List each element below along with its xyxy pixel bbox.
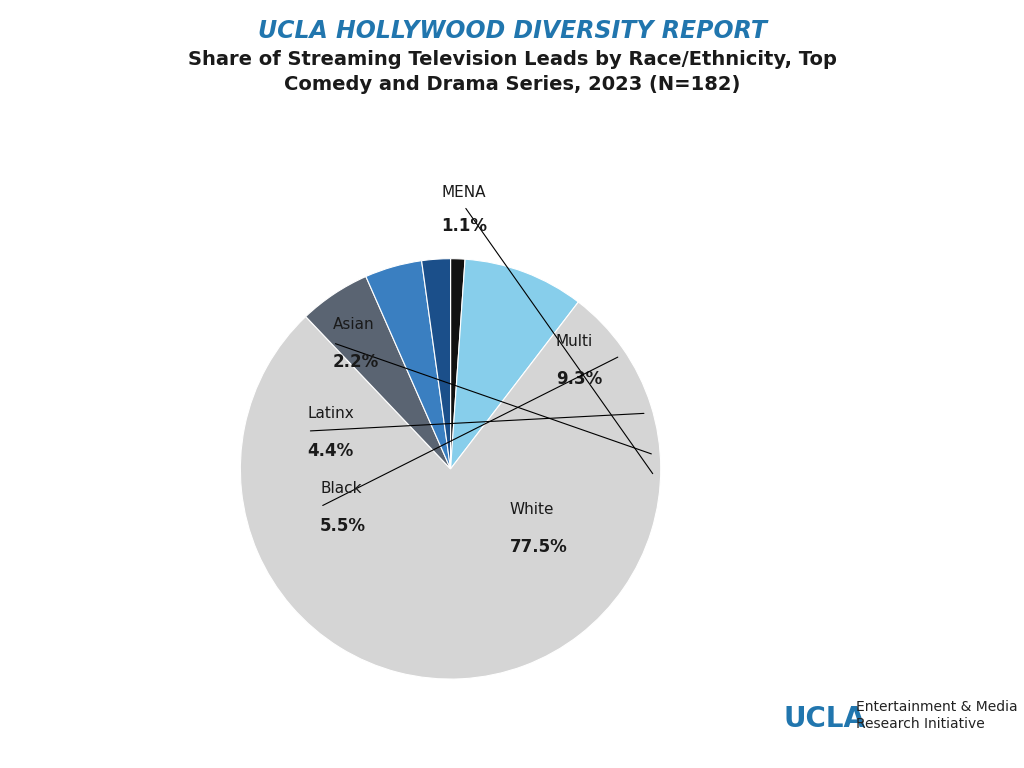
Text: 4.4%: 4.4%	[307, 442, 354, 459]
Text: White: White	[509, 502, 554, 517]
Wedge shape	[451, 259, 465, 469]
Text: Multi: Multi	[556, 334, 593, 349]
Text: Latinx: Latinx	[307, 406, 354, 421]
Text: Asian: Asian	[333, 317, 375, 333]
Wedge shape	[241, 302, 660, 679]
Text: 5.5%: 5.5%	[321, 517, 367, 535]
Wedge shape	[306, 276, 451, 469]
Text: 9.3%: 9.3%	[556, 370, 602, 388]
Text: MENA: MENA	[442, 185, 486, 200]
Wedge shape	[366, 260, 451, 469]
Wedge shape	[422, 259, 451, 469]
Text: Entertainment & Media
Research Initiative: Entertainment & Media Research Initiativ…	[856, 700, 1018, 731]
Wedge shape	[451, 259, 579, 469]
Text: UCLA HOLLYWOOD DIVERSITY REPORT: UCLA HOLLYWOOD DIVERSITY REPORT	[257, 19, 767, 43]
Text: 2.2%: 2.2%	[333, 353, 379, 371]
Text: 77.5%: 77.5%	[509, 538, 567, 556]
Text: UCLA: UCLA	[783, 706, 865, 733]
Text: Share of Streaming Television Leads by Race/Ethnicity, Top
Comedy and Drama Seri: Share of Streaming Television Leads by R…	[187, 50, 837, 94]
Text: Black: Black	[321, 482, 361, 496]
Text: 1.1%: 1.1%	[441, 217, 487, 235]
